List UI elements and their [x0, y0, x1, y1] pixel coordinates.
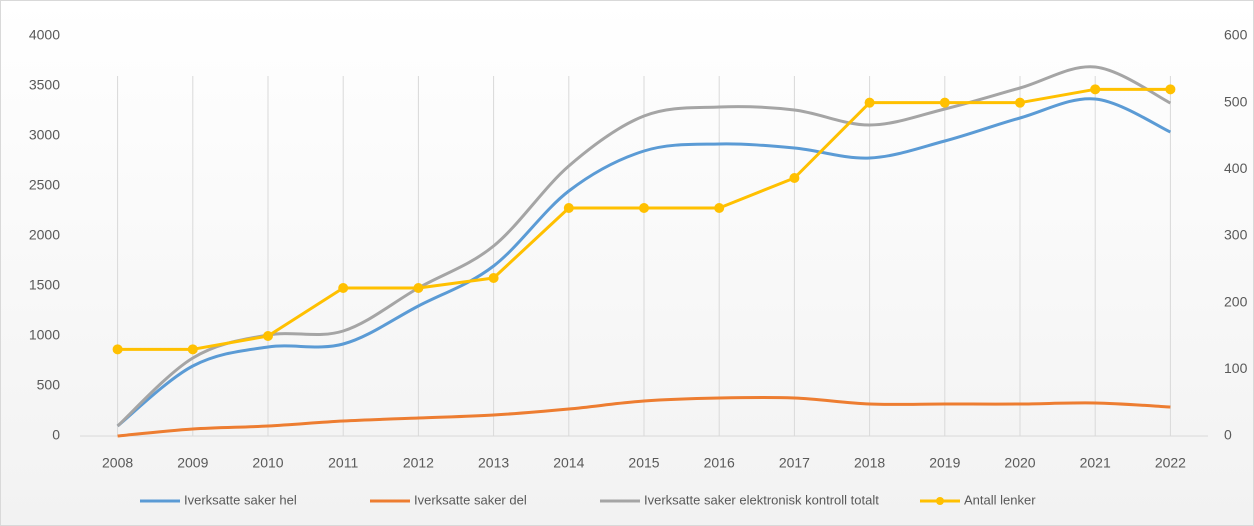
- y2-tick-label: 300: [1224, 227, 1248, 243]
- y-tick-label: 4000: [29, 27, 60, 43]
- point-marker: [1015, 97, 1025, 108]
- point-marker: [488, 273, 499, 283]
- y-tick-label: 0: [52, 427, 60, 443]
- x-tick-label: 2014: [553, 455, 584, 471]
- y2-tick-label: 400: [1224, 160, 1248, 176]
- y-tick-label: 3000: [29, 127, 60, 143]
- legend-label: Iverksatte saker hel: [184, 492, 297, 507]
- x-tick-label: 2011: [328, 455, 358, 471]
- point-marker: [563, 203, 574, 213]
- legend-label: Iverksatte saker del: [414, 492, 527, 507]
- point-marker: [1165, 84, 1176, 95]
- series-line: [116, 65, 1172, 428]
- x-tick-label: 2015: [628, 455, 659, 471]
- point-marker: [789, 173, 800, 183]
- point-marker: [714, 203, 725, 213]
- y-tick-label: 3500: [29, 77, 60, 93]
- point-marker: [187, 344, 198, 355]
- x-tick-label: 2010: [252, 455, 283, 471]
- x-tick-label: 2009: [177, 455, 208, 471]
- y2-tick-label: 500: [1224, 93, 1248, 109]
- x-tick-label: 2012: [403, 455, 434, 471]
- y2-tick-label: 600: [1224, 27, 1248, 43]
- point-marker: [864, 97, 875, 108]
- y-tick-label: 1000: [29, 327, 60, 343]
- x-tick-label: 2020: [1004, 455, 1035, 471]
- y-tick-label: 1500: [29, 277, 60, 293]
- y2-tick-label: 200: [1224, 293, 1248, 309]
- point-marker: [263, 331, 273, 341]
- x-tick-label: 2022: [1155, 455, 1186, 471]
- series-line: [116, 97, 1172, 428]
- x-tick-label: 2016: [704, 455, 735, 471]
- y-tick-label: 2000: [29, 227, 60, 243]
- x-tick-label: 2008: [102, 455, 133, 471]
- point-marker: [939, 97, 950, 108]
- legend-label: Iverksatte saker elektronisk kontroll to…: [644, 492, 879, 507]
- y2-tick-label: 0: [1224, 427, 1232, 443]
- x-tick-label: 2018: [854, 455, 885, 471]
- point-marker: [112, 344, 123, 355]
- legend-label: Antall lenker: [964, 492, 1036, 507]
- point-marker: [1090, 84, 1101, 95]
- point-marker: [639, 203, 649, 213]
- point-marker: [338, 283, 349, 293]
- point-marker: [413, 283, 424, 293]
- y-tick-label: 2500: [29, 177, 60, 193]
- series-line: [117, 395, 1171, 438]
- y2-tick-label: 100: [1224, 360, 1248, 376]
- x-tick-label: 2013: [478, 455, 509, 471]
- y-tick-label: 500: [37, 377, 61, 393]
- x-tick-label: 2019: [929, 455, 960, 471]
- x-tick-label: 2017: [779, 455, 810, 471]
- x-tick-label: 2021: [1080, 455, 1111, 471]
- legend-marker: [936, 497, 944, 505]
